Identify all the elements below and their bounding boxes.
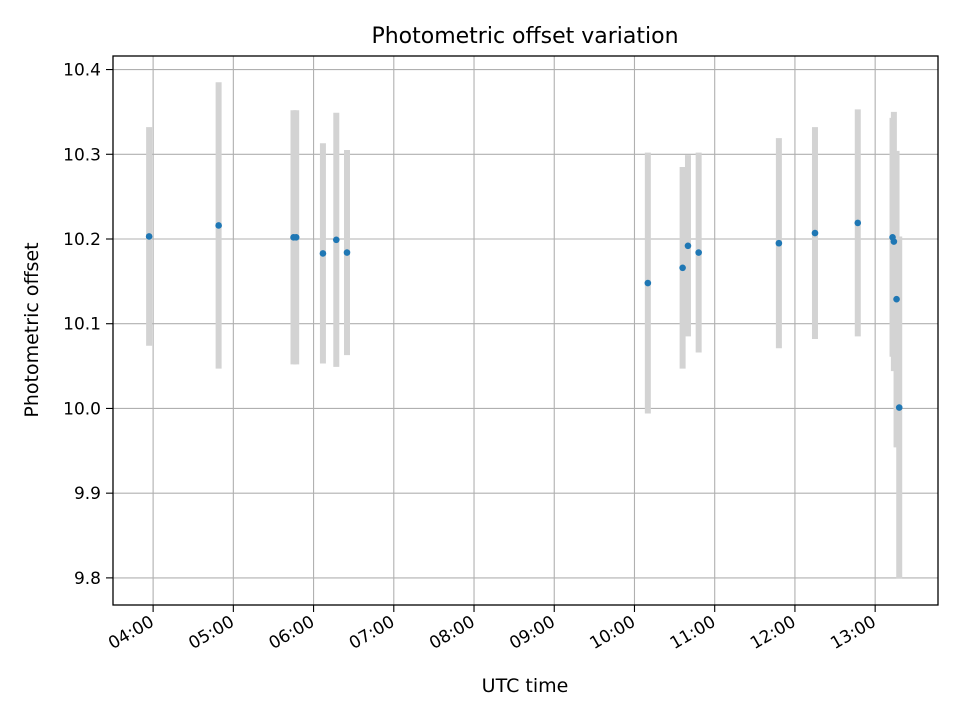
data-point (292, 234, 300, 241)
chart-title: Photometric offset variation (371, 24, 678, 49)
data-point (893, 295, 900, 303)
data-point (775, 239, 783, 247)
data-point (695, 249, 702, 256)
point-layer (145, 219, 903, 411)
data-point (890, 238, 898, 245)
y-tick-label: 10.4 (63, 61, 101, 81)
y-tick-label: 10.1 (63, 315, 101, 335)
y-tick-label: 10.0 (63, 399, 101, 419)
data-point (684, 242, 692, 250)
plot-frame (112, 55, 939, 606)
data-point (332, 236, 340, 244)
y-tick-label: 9.8 (74, 569, 101, 589)
grid-layer (113, 56, 938, 605)
data-point (854, 219, 862, 227)
y-tick-label: 9.9 (74, 484, 101, 504)
y-tick-label: 10.3 (63, 145, 101, 165)
data-point (679, 264, 686, 272)
y-tick-label: 10.2 (63, 230, 101, 250)
data-point (145, 233, 153, 240)
plot-area (113, 56, 938, 605)
data-point (895, 404, 903, 411)
y-axis: 9.8 9.9 10.0 10.1 10.2 10.3 10.4 (63, 61, 113, 589)
data-point (644, 279, 652, 287)
y-axis-label: Photometric offset (21, 242, 43, 417)
data-point (343, 249, 351, 256)
x-axis-label: UTC time (482, 675, 569, 697)
data-point (811, 229, 819, 237)
data-point (215, 222, 222, 229)
data-point (319, 250, 327, 257)
